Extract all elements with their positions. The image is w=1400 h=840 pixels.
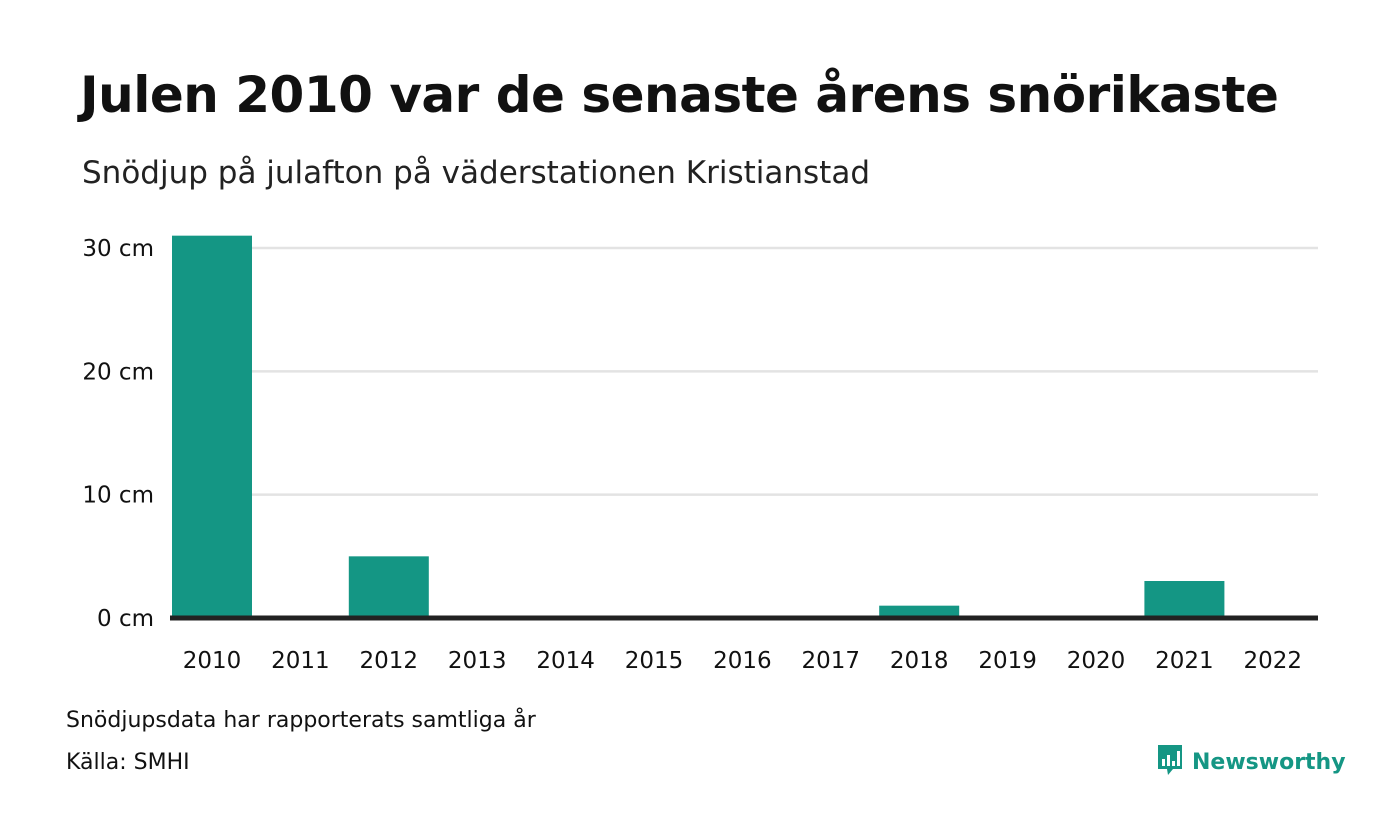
x-tick-label: 2020 [1067,648,1126,674]
x-tick-label: 2010 [183,648,242,674]
bars [172,235,1225,618]
x-tick-label: 2019 [978,648,1037,674]
gridlines [250,246,1318,496]
bar-2010 [172,235,252,618]
y-tick-label: 0 cm [97,606,154,632]
x-tick-label: 2022 [1244,648,1303,674]
chart-title: Julen 2010 var de senaste årens snörikas… [80,66,1279,124]
y-tick-label: 10 cm [82,483,154,509]
axes: 0 cm 10 cm 20 cm 30 cm 2010 2011 2012 2013 2014 2… [82,236,1318,674]
y-tick-label: 20 cm [82,359,154,385]
bar-2021 [1144,581,1225,618]
x-tick-label: 2016 [713,648,772,674]
x-tick-label: 2015 [625,648,684,674]
chart-subtitle: Snödjup på julafton på väderstationen Kr… [82,155,871,191]
bar-2018 [879,605,960,618]
brand-logo[interactable]: Newsworthy [1156,744,1346,780]
x-tick-label: 2014 [536,648,595,674]
y-tick-label: 30 cm [82,236,154,262]
bar-2012 [348,556,429,618]
x-tick-label: 2021 [1155,648,1214,674]
newsworthy-logo-icon [1156,743,1184,781]
source-note: Källa: SMHI [66,750,190,775]
x-tick-label: 2011 [271,648,330,674]
x-tick-label: 2018 [890,648,949,674]
footnote: Snödjupsdata har rapporterats samtliga å… [66,708,536,733]
brand-name: Newsworthy [1192,749,1346,775]
x-tick-label: 2013 [448,648,507,674]
x-tick-label: 2017 [802,648,861,674]
x-tick-label: 2012 [360,648,419,674]
